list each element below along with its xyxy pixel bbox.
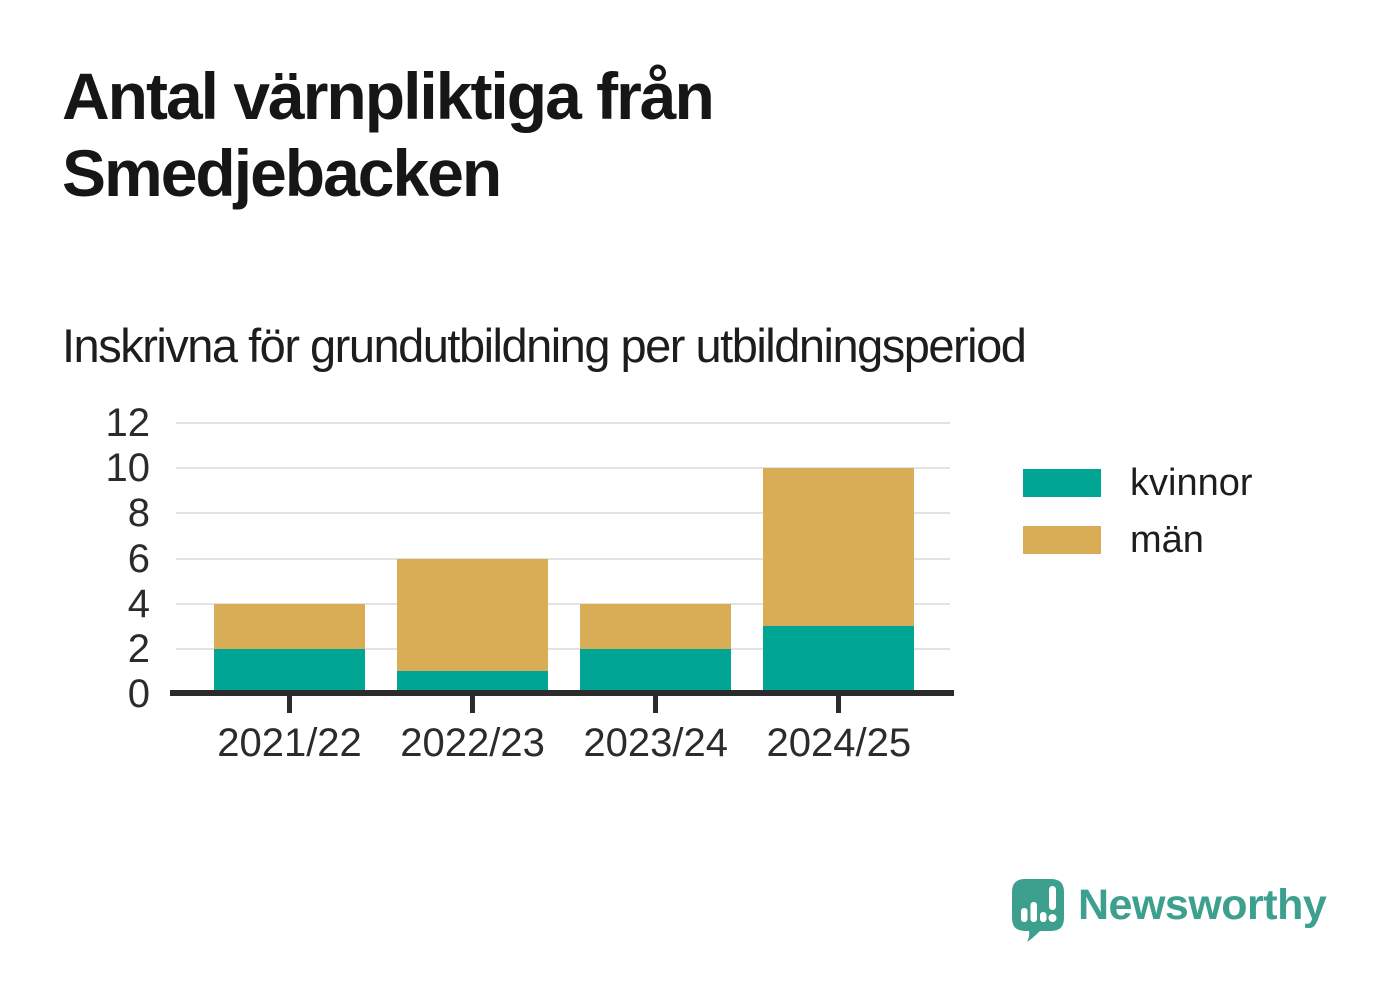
legend-swatch-kvinnor bbox=[1023, 469, 1101, 497]
x-tick-label: 2024/25 bbox=[766, 721, 912, 765]
bar-segment-kvinnor bbox=[214, 648, 365, 694]
newsworthy-logo: Newsworthy bbox=[1011, 878, 1327, 944]
y-tick-label: 4 bbox=[127, 581, 150, 626]
bar-segment-man bbox=[214, 603, 365, 649]
bar-segment-kvinnor bbox=[580, 648, 732, 694]
x-tick-label: 2022/23 bbox=[400, 721, 545, 765]
chart-legend: kvinnor män bbox=[1023, 464, 1253, 578]
y-tick-label: 6 bbox=[127, 536, 150, 581]
y-tick-label: 10 bbox=[105, 446, 151, 491]
x-tick bbox=[653, 696, 659, 713]
x-tick-label: 2021/22 bbox=[217, 721, 362, 765]
legend-item-kvinnor: kvinnor bbox=[1023, 464, 1253, 502]
y-tick-label: 0 bbox=[127, 672, 150, 716]
chart-subtitle: Inskrivna för grundutbildning per utbild… bbox=[62, 319, 1027, 372]
gridline-6 bbox=[176, 557, 950, 560]
legend-label-man: män bbox=[1130, 519, 1204, 561]
gridline-2 bbox=[176, 647, 950, 650]
y-tick-label: 8 bbox=[127, 491, 150, 536]
newsworthy-logo-text: Newsworthy bbox=[1078, 881, 1327, 929]
x-axis-line bbox=[170, 690, 954, 696]
gridline-12 bbox=[176, 422, 950, 424]
legend-swatch-man bbox=[1023, 526, 1101, 554]
gridline-8 bbox=[176, 512, 950, 515]
x-tick bbox=[836, 696, 842, 713]
bar-segment-kvinnor bbox=[763, 626, 915, 694]
bar-segment-man bbox=[763, 468, 915, 627]
gridline-4 bbox=[176, 602, 950, 605]
y-tick-label: 2 bbox=[127, 626, 150, 671]
y-tick-label: 12 bbox=[105, 401, 151, 445]
bar-segment-man bbox=[397, 558, 549, 672]
bar-segment-man bbox=[580, 603, 732, 649]
legend-item-man: män bbox=[1023, 521, 1253, 559]
bar-segment-kvinnor bbox=[397, 671, 549, 694]
newsworthy-bubble-icon bbox=[1012, 879, 1064, 942]
x-tick-label: 2023/24 bbox=[583, 721, 728, 765]
gridline-10 bbox=[176, 467, 950, 470]
x-tick bbox=[287, 696, 292, 713]
x-tick bbox=[470, 696, 476, 713]
legend-label-kvinnor: kvinnor bbox=[1130, 462, 1253, 504]
chart-title: Antal värnpliktiga från Smedjebacken bbox=[62, 59, 715, 211]
